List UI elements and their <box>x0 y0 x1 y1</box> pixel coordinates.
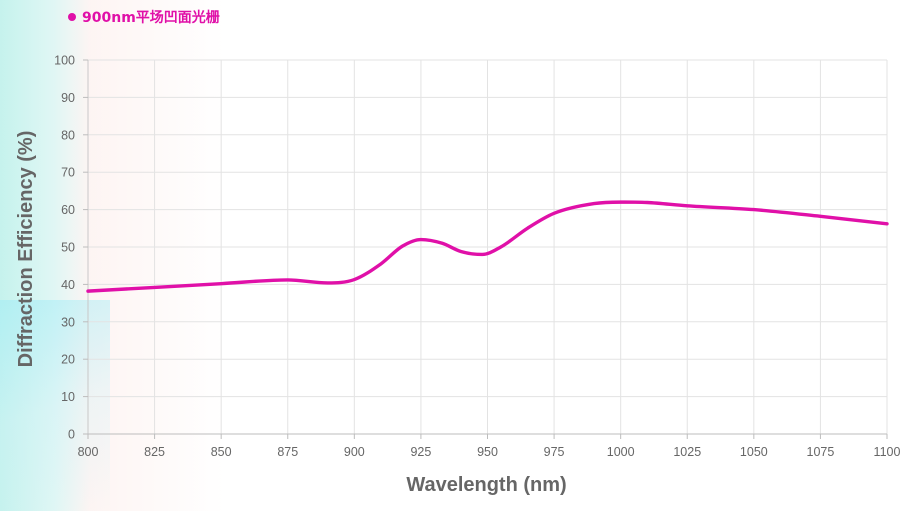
x-axis-title: Wavelength (nm) <box>406 474 566 496</box>
y-tick-label-90: 90 <box>61 91 75 105</box>
y-tick-label-50: 50 <box>61 241 75 255</box>
x-tick-label-900: 900 <box>344 445 365 459</box>
x-tick-label-925: 925 <box>410 445 431 459</box>
y-tick-label-60: 60 <box>61 203 75 217</box>
legend-label: 900nm平场凹面光栅 <box>82 10 220 26</box>
y-tick-label-20: 20 <box>61 353 75 367</box>
y-tick-label-100: 100 <box>54 54 75 68</box>
x-tick-label-800: 800 <box>78 445 99 459</box>
x-tick-label-1000: 1000 <box>607 445 635 459</box>
x-tick-label-1050: 1050 <box>740 445 768 459</box>
x-tick-label-875: 875 <box>277 445 298 459</box>
x-tick-label-825: 825 <box>144 445 165 459</box>
x-tick-label-950: 950 <box>477 445 498 459</box>
x-tick-label-1075: 1075 <box>807 445 835 459</box>
x-tick-label-1025: 1025 <box>673 445 701 459</box>
legend-marker <box>68 13 76 21</box>
x-tick-label-975: 975 <box>544 445 565 459</box>
y-tick-label-30: 30 <box>61 315 75 329</box>
x-tick-label-850: 850 <box>211 445 232 459</box>
y-tick-label-0: 0 <box>68 428 75 442</box>
y-tick-label-10: 10 <box>61 390 75 404</box>
y-tick-label-70: 70 <box>61 166 75 180</box>
y-tick-label-40: 40 <box>61 278 75 292</box>
legend[interactable]: 900nm平场凹面光栅 <box>68 6 220 28</box>
y-tick-label-80: 80 <box>61 128 75 142</box>
y-axis-title: Diffraction Efficiency (%) <box>15 131 37 368</box>
x-tick-label-1100: 1100 <box>874 445 901 459</box>
series-line-0 <box>86 200 889 293</box>
